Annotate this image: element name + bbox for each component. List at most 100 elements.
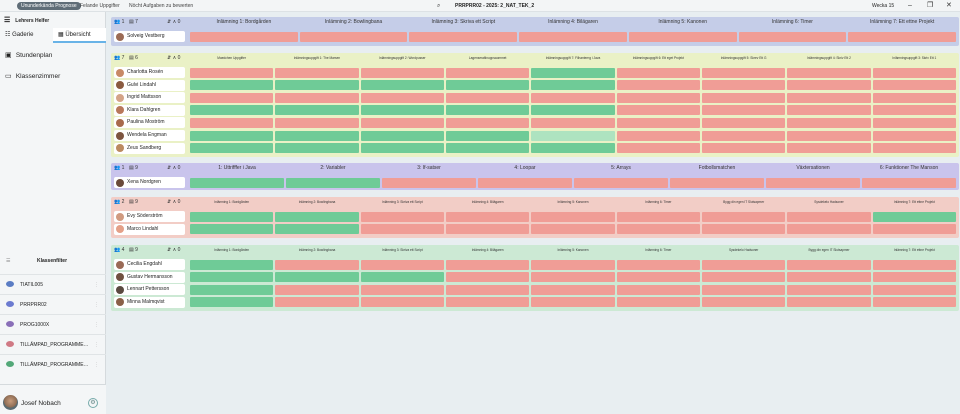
student-row[interactable]: Wendela Engman <box>114 130 185 141</box>
assignment-status-cell[interactable] <box>848 31 956 42</box>
assignment-status-cell[interactable] <box>872 143 956 154</box>
assignment-status-cell[interactable] <box>275 284 359 295</box>
class-filter-item[interactable]: TIATIL005 ⋮ <box>0 274 106 294</box>
student-row[interactable]: Cecilia Engdahl <box>114 259 185 270</box>
assignment-status-cell[interactable] <box>360 224 444 235</box>
class-filter-item[interactable]: PRRPRR02 ⋮ <box>0 294 106 314</box>
assignment-status-cell[interactable] <box>190 224 274 235</box>
eye-icon[interactable] <box>6 321 14 327</box>
assignment-status-cell[interactable] <box>787 105 871 116</box>
assignment-status-cell[interactable] <box>446 67 530 78</box>
assignment-header[interactable]: Inlämning 3: Skriva ett Script <box>382 248 423 252</box>
assignment-header[interactable]: Inlämning 1: Bordgården <box>214 248 250 252</box>
assignment-header[interactable]: Inlämning 2: Bowlingbana <box>298 200 336 204</box>
more-options-icon[interactable]: ⋮ <box>94 322 99 328</box>
assignment-header[interactable]: Sysdekelo Hadsoner <box>814 200 844 204</box>
assignment-status-cell[interactable] <box>190 272 274 283</box>
assignment-status-cell[interactable] <box>299 31 408 42</box>
assignment-header[interactable]: Bygg din egen IT Slutsapmer <box>723 200 765 204</box>
assignment-header[interactable]: Inlämning 4: Bilägaren <box>548 19 598 25</box>
assignment-status-cell[interactable] <box>190 259 274 270</box>
assignment-status-cell[interactable] <box>738 31 847 42</box>
assignment-status-cell[interactable] <box>531 92 615 103</box>
assignment-status-cell[interactable] <box>519 31 627 42</box>
assignment-status-cell[interactable] <box>872 259 956 270</box>
assignment-header[interactable]: Inlämning 3: Skriva ett Script <box>382 200 423 204</box>
assignment-status-cell[interactable] <box>190 92 274 103</box>
assignment-status-cell[interactable] <box>616 224 700 235</box>
assignment-status-cell[interactable] <box>702 297 786 308</box>
search-icon[interactable]: ⌕ <box>437 3 441 9</box>
student-row[interactable]: Gulvi Lindahl <box>114 79 185 91</box>
assignment-status-cell[interactable] <box>787 143 871 154</box>
assignment-header[interactable]: 3: If-satser <box>417 165 441 171</box>
assignment-status-cell[interactable] <box>702 117 786 128</box>
assignment-status-cell[interactable] <box>616 67 700 78</box>
assignment-status-cell[interactable] <box>275 272 359 283</box>
assignment-header[interactable]: 4: Loopar <box>514 165 536 171</box>
assignment-status-cell[interactable] <box>275 105 359 116</box>
assignment-status-cell[interactable] <box>702 284 786 295</box>
assignment-status-cell[interactable] <box>616 80 700 91</box>
assignment-status-cell[interactable] <box>531 297 615 308</box>
assignment-status-cell[interactable] <box>702 259 786 270</box>
assignment-status-cell[interactable] <box>190 143 274 154</box>
assignment-header[interactable]: Inlämning 5: Kanonen <box>557 200 589 204</box>
assignment-status-cell[interactable] <box>275 80 359 91</box>
filter-missing-tasks-button[interactable]: Felande Uppgifter <box>80 3 120 9</box>
nav-schedule[interactable]: ▣ Stundenplan <box>5 50 52 62</box>
assignment-status-cell[interactable] <box>787 67 871 78</box>
assignment-status-cell[interactable] <box>616 105 700 116</box>
restore-icon[interactable]: ❐ <box>927 2 934 9</box>
assignment-header[interactable]: Inlämning 1: Bordgården <box>214 200 250 204</box>
assignment-status-cell[interactable] <box>872 130 956 141</box>
assignment-status-cell[interactable] <box>360 211 444 222</box>
assignment-status-cell[interactable] <box>275 67 359 78</box>
assignment-status-cell[interactable] <box>275 259 359 270</box>
assignment-status-cell[interactable] <box>360 284 444 295</box>
assignment-status-cell[interactable] <box>616 272 700 283</box>
assignment-status-cell[interactable] <box>275 92 359 103</box>
student-row[interactable]: Charlotta Rosén <box>114 67 185 78</box>
more-options-icon[interactable]: ⋮ <box>94 362 99 368</box>
assignment-status-cell[interactable] <box>531 80 615 91</box>
student-row[interactable]: Evy Söderström <box>114 211 185 222</box>
assignment-status-cell[interactable] <box>616 284 700 295</box>
class-filter-item[interactable]: PROG1000X ⋮ <box>0 314 106 334</box>
assignment-status-cell[interactable] <box>787 80 871 91</box>
assignment-status-cell[interactable] <box>478 177 572 188</box>
assignment-status-cell[interactable] <box>190 284 274 295</box>
assignment-status-cell[interactable] <box>872 92 956 103</box>
more-options-icon[interactable]: ⋮ <box>94 282 99 288</box>
assignment-header[interactable]: Inlämning 7: Ett ettne Projekt <box>893 248 935 252</box>
assignment-status-cell[interactable] <box>702 92 786 103</box>
more-options-icon[interactable]: ⋮ <box>94 302 99 308</box>
student-row[interactable]: Klara Dahlgren <box>114 104 185 116</box>
assignment-status-cell[interactable] <box>531 224 615 235</box>
student-row[interactable]: Solveig Vestberg <box>114 31 185 42</box>
eye-icon[interactable] <box>6 281 14 287</box>
assignment-header[interactable]: Inlämning 1: Bordgården <box>216 19 272 25</box>
assignment-status-cell[interactable] <box>190 67 274 78</box>
assignment-status-cell[interactable] <box>190 31 298 42</box>
assignment-status-cell[interactable] <box>702 105 786 116</box>
assignment-status-cell[interactable] <box>446 284 530 295</box>
assignment-status-cell[interactable] <box>787 272 871 283</box>
student-row[interactable]: Minna Malmqvist <box>114 296 185 308</box>
assignment-status-cell[interactable] <box>446 105 530 116</box>
assignment-status-cell[interactable] <box>446 143 530 154</box>
eye-icon[interactable] <box>6 301 14 307</box>
student-row[interactable]: Paulina Moström <box>114 117 185 129</box>
assignment-status-cell[interactable] <box>670 177 764 188</box>
assignment-header[interactable]: Inlämningsuppgift 3: Skriv Ett 1 <box>892 56 937 60</box>
assignment-status-cell[interactable] <box>190 130 274 141</box>
assignment-status-cell[interactable] <box>446 297 530 308</box>
assignment-status-cell[interactable] <box>190 117 274 128</box>
assignment-status-cell[interactable] <box>787 259 871 270</box>
class-filter-item[interactable]: TILLÄMPAD_PROGRAMMERIN... ⋮ <box>0 354 106 374</box>
student-row[interactable]: Ingrid Mattsson <box>114 92 185 104</box>
assignment-header[interactable]: Inlämningsuppgift 2: Wordpusser <box>379 56 426 60</box>
assignment-header[interactable]: Inlämningsuppgift 1: The Marsen <box>293 56 341 60</box>
assignment-header[interactable]: Inlämning 3: Skriva ett Script <box>431 19 496 25</box>
tab-overview[interactable]: ▦ Übersicht <box>53 28 106 43</box>
